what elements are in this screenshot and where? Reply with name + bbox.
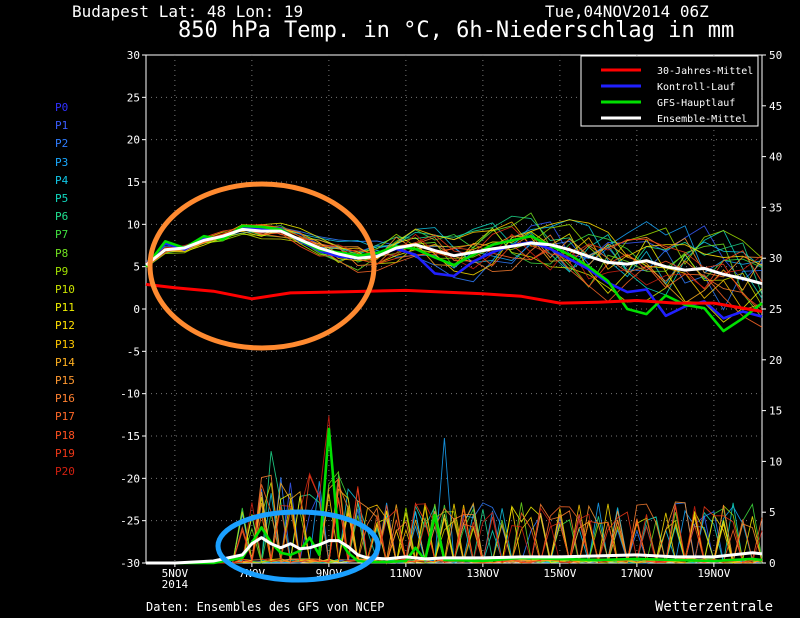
- y-right-tick-label: 20: [769, 354, 782, 367]
- member-label-p8: P8: [55, 246, 69, 260]
- x-tick-label: 5NOV: [162, 567, 189, 580]
- legend-box: [580, 55, 759, 127]
- member-label-p9: P9: [55, 264, 69, 278]
- member-label-p0: P0: [55, 101, 69, 114]
- grid: [146, 55, 762, 563]
- y-right-tick-label: 30: [769, 252, 782, 265]
- member-label-p11: P11: [55, 301, 75, 315]
- y-right-tick-label: 35: [769, 201, 782, 214]
- legend-label: Kontroll-Lauf: [657, 82, 735, 93]
- member-label-p17: P17: [55, 410, 75, 424]
- member-label-p2: P2: [55, 137, 69, 151]
- chart-title: 850 hPa Temp. in °C, 6h-Niederschlag in …: [178, 18, 735, 43]
- x-tick-label: 17NOV: [620, 567, 653, 580]
- plot-frame: [145, 54, 763, 564]
- location-label: Budapest Lat: 48 Lon: 19: [72, 2, 304, 21]
- y-right-tick-label: 40: [769, 151, 782, 164]
- y-left-tick-label: 20: [127, 134, 140, 147]
- y-left-tick-label: 15: [127, 176, 140, 189]
- y-left-tick-label: 0: [133, 303, 140, 316]
- series-kontroll-lauf-temp: [145, 226, 763, 320]
- member-temp-line-p10: [145, 227, 763, 306]
- y-left-tick-label: -25: [120, 515, 140, 528]
- member-label-p1: P1: [55, 119, 69, 133]
- y-left-tick-label: 30: [127, 49, 140, 62]
- series-ensemble-mittel-temp: [145, 227, 763, 286]
- member-label-p16: P16: [55, 392, 75, 406]
- member-label-p10: P10: [55, 283, 75, 296]
- brand-label: Wetterzentrale: [655, 599, 774, 615]
- legend-items: 30-Jahres-Mittel Kontroll-Lauf GFS-Hauptla…: [601, 66, 753, 125]
- member-label-p19: P19: [55, 446, 75, 460]
- x-tick-label: 15NOV: [543, 567, 576, 580]
- y-right-tick-label: 0: [769, 557, 776, 570]
- member-label-p6: P6: [55, 210, 69, 224]
- member-temp-line-p16: [145, 225, 763, 314]
- legend-label: 30-Jahres-Mittel: [657, 66, 753, 77]
- y-left-tick-label: -30: [120, 557, 140, 570]
- member-label-p14: P14: [55, 355, 75, 369]
- series-30-jahres-mittel-temp: [145, 282, 763, 313]
- x-tick-label: 2014: [162, 578, 189, 591]
- x-tick-label: 19NOV: [697, 567, 730, 580]
- member-label-p18: P18: [55, 428, 75, 442]
- y-left-tick-label: -5: [127, 345, 140, 358]
- series-ensemble-mittel-precip: [146, 536, 763, 565]
- x-tick-label: 11NOV: [389, 567, 422, 580]
- member-label-p15: P15: [55, 374, 75, 387]
- member-temp-line-p11: [145, 222, 763, 323]
- member-label-p4: P4: [55, 173, 69, 187]
- member-label-p3: P3: [55, 155, 69, 169]
- y-left-tick-label: 10: [127, 218, 140, 231]
- y-right-tick-label: 5: [769, 506, 776, 519]
- y-right-tick-label: 25: [769, 303, 782, 316]
- y-left-tick-label: -20: [120, 472, 140, 485]
- series-layer: [144, 212, 763, 565]
- y-left-ticks: 30 25 20 15 10 5 0 -5 -10 -15 -20 -25 -30: [120, 49, 146, 570]
- legend-label: Ensemble-Mittel: [657, 114, 747, 125]
- y-left-tick-label: -10: [120, 388, 140, 401]
- y-right-tick-label: 10: [769, 455, 782, 468]
- member-label-p7: P7: [55, 228, 69, 242]
- temperature-highlight-ellipse: [147, 181, 377, 351]
- y-left-tick-label: 25: [127, 91, 140, 104]
- y-left-tick-label: -15: [120, 430, 140, 443]
- y-right-tick-label: 50: [769, 49, 782, 62]
- legend: 30-Jahres-Mittel Kontroll-Lauf GFS-Hauptla…: [580, 55, 759, 127]
- precipitation-highlight-ellipse: [215, 509, 381, 583]
- data-source-label: Daten: Ensembles des GFS von NCEP: [146, 600, 385, 614]
- x-tick-label: 13NOV: [466, 567, 499, 580]
- legend-label: GFS-Hauptlauf: [657, 98, 735, 109]
- y-left-tick-label: 5: [133, 261, 140, 274]
- y-right-tick-label: 15: [769, 405, 782, 418]
- y-right-tick-label: 45: [769, 100, 782, 113]
- member-label-p5: P5: [55, 192, 69, 205]
- member-label-p13: P13: [55, 337, 75, 351]
- run-datetime: Tue,04NOV2014 06Z: [545, 2, 709, 21]
- member-label-p12: P12: [55, 319, 75, 333]
- member-precip-line-p10: [146, 482, 763, 564]
- member-precip-line-p12: [146, 493, 763, 565]
- member-label-p20: P20: [55, 465, 75, 478]
